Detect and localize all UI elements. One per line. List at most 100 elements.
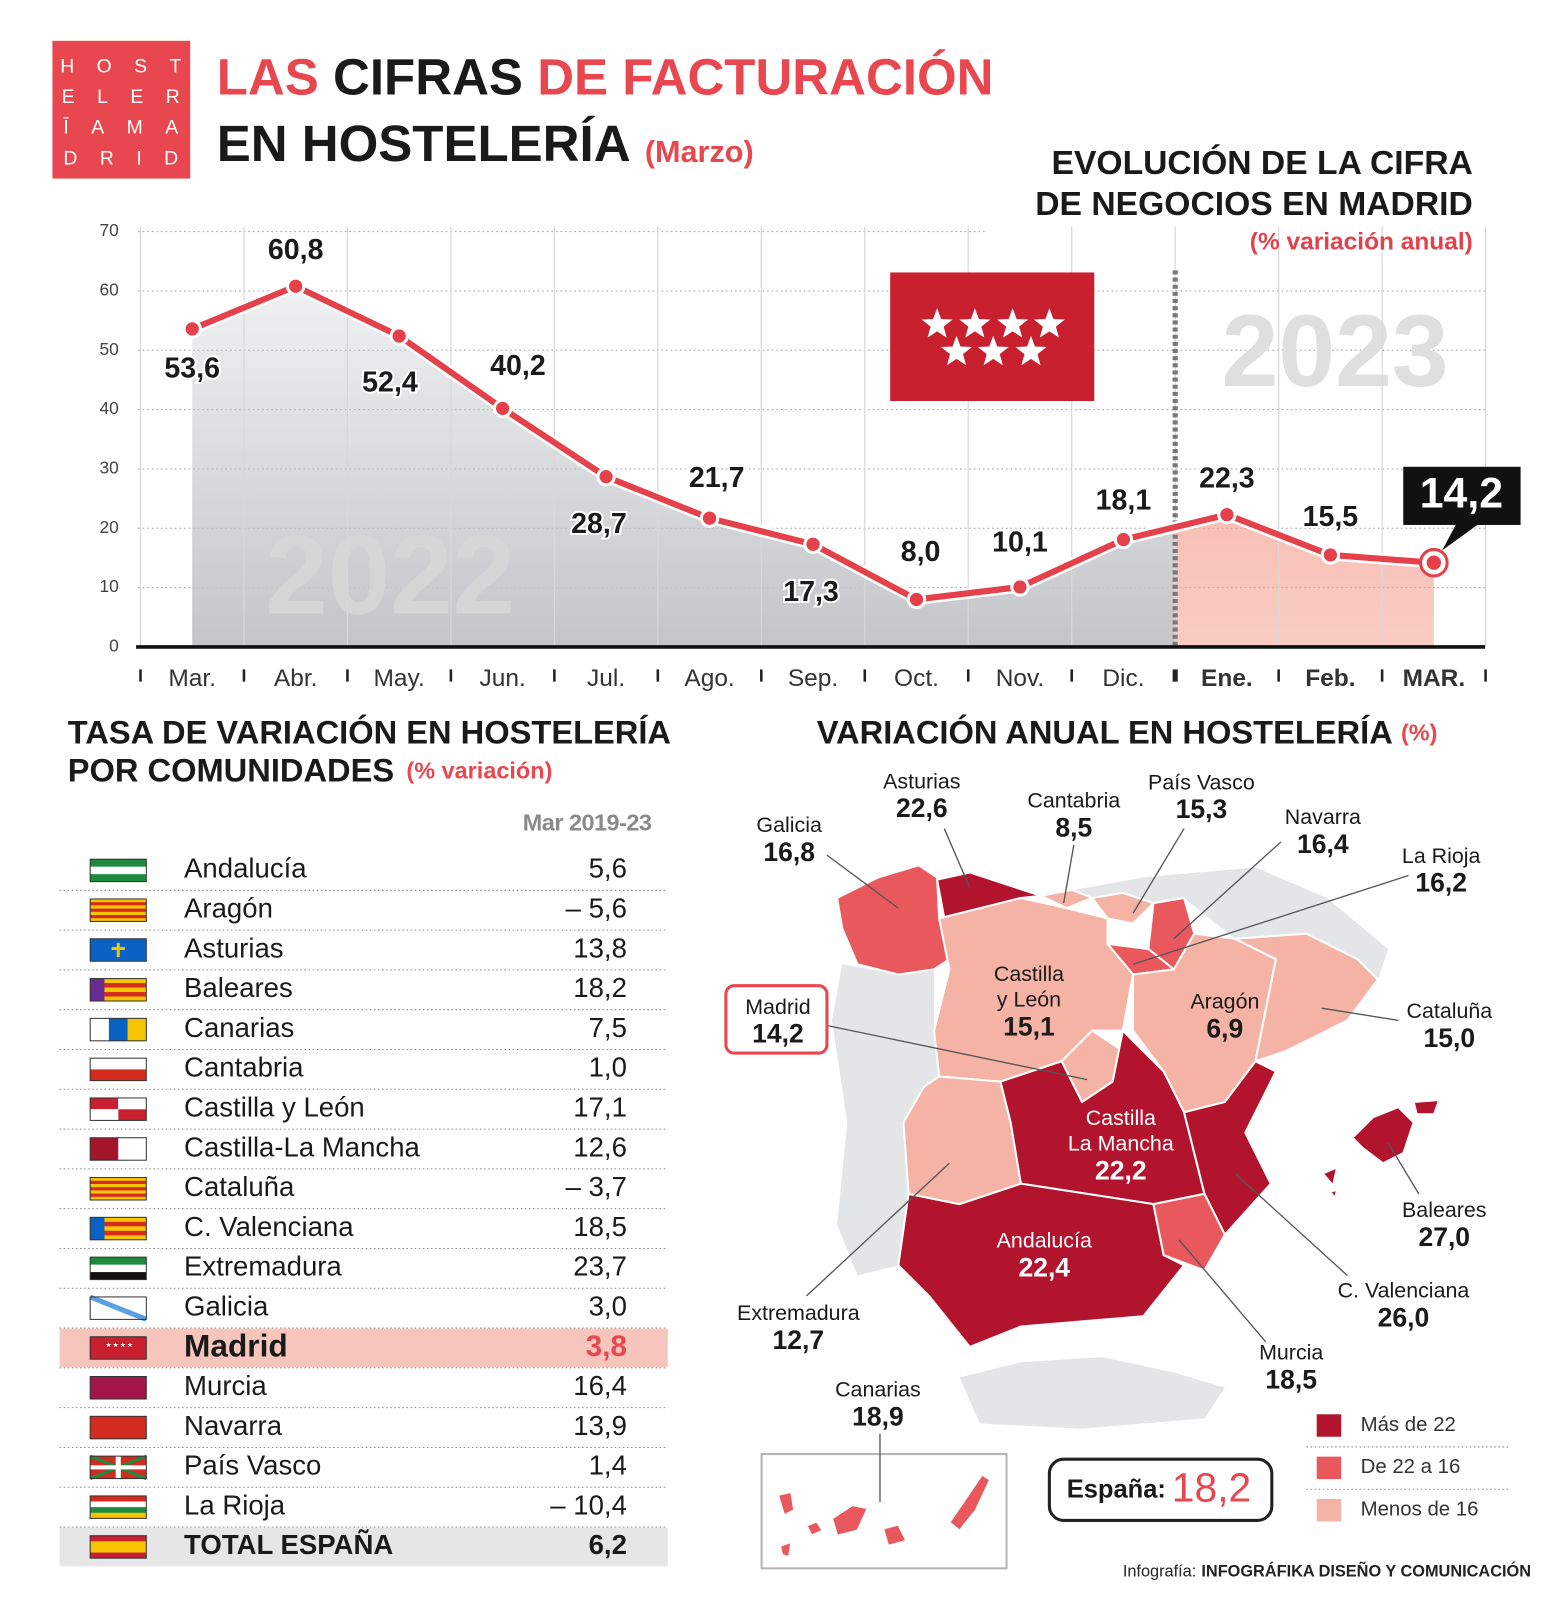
region-value: 26,0 [1378,1302,1430,1332]
flag-border [89,1137,147,1161]
flag-part [108,1018,128,1041]
row-name: C. Valenciana [184,1211,354,1242]
flag-star [1033,308,1065,338]
region-value: 15,0 [1424,1023,1476,1053]
region-value: 15,1 [1003,1012,1055,1042]
flag-part [90,1217,105,1240]
flag-part [90,908,147,913]
flag-part [90,1535,147,1542]
row-value: 3,0 [589,1290,627,1321]
table-subtitle: (% variación) [406,758,552,784]
flag-star [997,308,1029,338]
flag-part [90,1541,147,1548]
period-label: 2023 [1222,294,1449,408]
column-header: Mar 2019-23 [523,810,652,836]
flag-part [90,915,147,919]
flag-part [90,1183,147,1188]
region-shape [1321,1166,1339,1187]
region-shape [805,1520,824,1537]
region-name: País Vasco [1148,770,1255,794]
flag-part [118,1097,147,1110]
flag-star [921,308,953,338]
legend-label: Más de 22 [1361,1414,1456,1436]
row-value: 18,5 [573,1211,627,1242]
region-shape [933,896,1135,1083]
region-value: 14,2 [752,1019,804,1049]
row-value: 23,7 [573,1251,627,1282]
row-value: 13,8 [573,932,627,963]
leader-line [1173,841,1282,940]
x-tick-label: MAR. [1403,665,1466,692]
x-tick-label: Sep. [788,665,838,692]
region-name: Galicia [756,813,822,837]
data-point [285,276,306,296]
title-part: VARIACIÓN ANUAL EN HOSTELERÍA [817,713,1393,750]
flag-part [89,1294,148,1322]
flag-part [120,1342,126,1348]
row-name: Madrid [184,1327,288,1363]
madrid-flag [890,272,1095,402]
region-name: Castilla [994,962,1064,986]
flag-part [90,1193,147,1198]
x-tick-label: Jul. [587,665,625,692]
flag-part [111,946,125,950]
row-highlight [59,1328,668,1368]
row-name: Galicia [184,1290,269,1321]
footer-label: Infografía: [1123,1563,1196,1581]
logo-text: HOST [60,55,204,77]
flag-part [90,911,147,916]
region-shape [1412,1098,1441,1116]
flag-border [89,1057,147,1082]
y-tick-label: 70 [99,220,118,240]
title-part: CIFRAS [333,49,523,106]
flag-part [127,1018,147,1041]
row-value: 17,1 [573,1091,627,1122]
region-name: Baleares [1402,1198,1487,1222]
flag-part [90,978,105,1002]
y-tick-label: 10 [99,576,118,596]
data-point [906,589,927,610]
region-shape [902,1075,1022,1206]
flag-part [90,1336,147,1360]
data-point [1217,504,1237,525]
flag-part [90,1217,147,1223]
value-label: 28,7 [571,508,627,540]
flag-border [89,898,147,922]
flag-part [118,1109,147,1121]
flag-part [113,1342,119,1348]
row-name: Canarias [184,1012,294,1043]
region-name: Navarra [1285,805,1361,829]
flag-part [90,1180,147,1185]
leader-line [1132,874,1409,965]
y-tick-label: 60 [99,280,118,300]
region-shape [836,864,951,976]
value-label: 18,1 [1096,484,1152,516]
row-name: Extremadura [184,1251,342,1282]
africa-shape [959,1357,1225,1429]
row-name: Asturias [184,932,284,963]
flag-border [89,1455,147,1480]
row-name: Castilla-La Mancha [184,1131,420,1162]
flag-part [90,1546,147,1553]
flag-star [977,335,1009,366]
title-part: (Marzo) [645,135,754,169]
value-label: 21,7 [689,462,745,494]
flag-part [90,1512,147,1519]
x-tick-label: Ene. [1201,665,1253,692]
logo-text: DRID [63,147,200,169]
chart-title: EVOLUCIÓN DE LA CIFRA [1052,144,1473,182]
flag-part [90,918,147,922]
row-total-bg [59,1527,668,1567]
flag-border [89,1097,147,1121]
region-name: C. Valenciana [1338,1278,1470,1302]
logo-text: ELER [62,86,202,108]
leader-line [1234,1172,1348,1277]
x-tick-label: Mar. [168,665,216,692]
x-tick-label: Dic. [1102,665,1144,692]
row-value: 16,4 [573,1370,627,1401]
region-name: Cantabria [1027,789,1120,813]
flag-part [90,1187,147,1191]
region-name: Madrid [745,995,810,1019]
row-name: Cantabria [184,1052,304,1083]
flag-part [90,1376,147,1400]
